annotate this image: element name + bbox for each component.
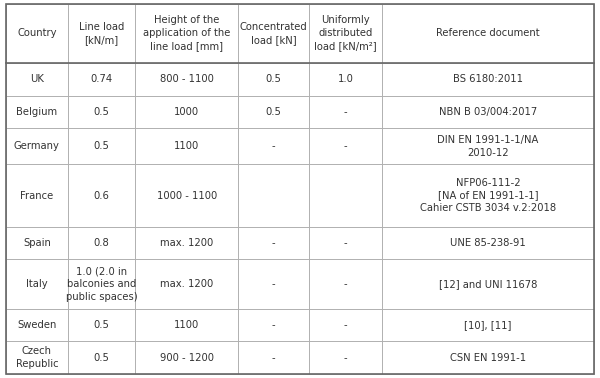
Bar: [136, 96, 238, 129]
Bar: [382, 227, 594, 259]
Text: Germany: Germany: [14, 141, 60, 151]
Bar: [68, 227, 136, 259]
Text: 1100: 1100: [174, 141, 199, 151]
Bar: [136, 4, 238, 63]
Bar: [382, 164, 594, 227]
Bar: [382, 4, 594, 63]
Text: Line load
[kN/m]: Line load [kN/m]: [79, 22, 124, 45]
Text: max. 1200: max. 1200: [160, 238, 214, 248]
Text: NFP06-111-2
[NA of EN 1991-1-1]
Cahier CSTB 3034 v.2:2018: NFP06-111-2 [NA of EN 1991-1-1] Cahier C…: [420, 178, 556, 213]
Text: 1.0 (2.0 in
balconies and
public spaces): 1.0 (2.0 in balconies and public spaces): [66, 266, 137, 302]
Text: 1000 - 1100: 1000 - 1100: [157, 191, 217, 201]
Text: 0.6: 0.6: [94, 191, 109, 201]
Text: -: -: [272, 238, 275, 248]
Text: Concentrated
load [kN]: Concentrated load [kN]: [239, 22, 307, 45]
Bar: [136, 164, 238, 227]
Bar: [238, 129, 309, 164]
Text: BS 6180:2011: BS 6180:2011: [453, 74, 523, 84]
Bar: [309, 309, 382, 341]
Text: UNE 85-238-91: UNE 85-238-91: [450, 238, 526, 248]
Text: 0.5: 0.5: [266, 74, 281, 84]
Bar: [6, 129, 68, 164]
Text: -: -: [344, 141, 347, 151]
Bar: [238, 227, 309, 259]
Bar: [68, 96, 136, 129]
Bar: [136, 63, 238, 96]
Bar: [382, 63, 594, 96]
Text: Italy: Italy: [26, 279, 47, 289]
Bar: [382, 129, 594, 164]
Bar: [238, 63, 309, 96]
Bar: [382, 341, 594, 374]
Bar: [309, 227, 382, 259]
Bar: [68, 63, 136, 96]
Text: 0.5: 0.5: [94, 107, 109, 117]
Text: France: France: [20, 191, 53, 201]
Bar: [136, 259, 238, 309]
Text: NBN B 03/004:2017: NBN B 03/004:2017: [439, 107, 537, 117]
Bar: [382, 96, 594, 129]
Bar: [309, 96, 382, 129]
Text: 900 - 1200: 900 - 1200: [160, 353, 214, 363]
Text: Belgium: Belgium: [16, 107, 58, 117]
Bar: [68, 164, 136, 227]
Text: 0.74: 0.74: [91, 74, 113, 84]
Text: UK: UK: [30, 74, 44, 84]
Text: Uniformly
distributed
load [kN/m²]: Uniformly distributed load [kN/m²]: [314, 15, 377, 51]
Text: max. 1200: max. 1200: [160, 279, 214, 289]
Bar: [6, 4, 68, 63]
Bar: [382, 309, 594, 341]
Bar: [238, 96, 309, 129]
Text: Country: Country: [17, 28, 56, 38]
Bar: [238, 164, 309, 227]
Bar: [136, 341, 238, 374]
Text: -: -: [344, 353, 347, 363]
Bar: [309, 341, 382, 374]
Bar: [6, 341, 68, 374]
Bar: [68, 4, 136, 63]
Bar: [6, 309, 68, 341]
Bar: [6, 63, 68, 96]
Text: 0.8: 0.8: [94, 238, 109, 248]
Text: Spain: Spain: [23, 238, 51, 248]
Text: CSN EN 1991-1: CSN EN 1991-1: [450, 353, 526, 363]
Bar: [68, 309, 136, 341]
Text: Height of the
application of the
line load [mm]: Height of the application of the line lo…: [143, 15, 230, 51]
Text: 1.0: 1.0: [338, 74, 353, 84]
Text: [12] and UNI 11678: [12] and UNI 11678: [439, 279, 538, 289]
Bar: [136, 227, 238, 259]
Text: Czech
Republic: Czech Republic: [16, 346, 58, 369]
Bar: [6, 96, 68, 129]
Text: 0.5: 0.5: [94, 320, 109, 330]
Bar: [6, 164, 68, 227]
Text: Sweden: Sweden: [17, 320, 56, 330]
Text: -: -: [272, 353, 275, 363]
Bar: [136, 129, 238, 164]
Text: -: -: [344, 320, 347, 330]
Text: [10], [11]: [10], [11]: [464, 320, 512, 330]
Text: -: -: [272, 141, 275, 151]
Text: -: -: [272, 320, 275, 330]
Bar: [309, 4, 382, 63]
Text: DIN EN 1991-1-1/NA
2010-12: DIN EN 1991-1-1/NA 2010-12: [437, 135, 539, 158]
Bar: [68, 259, 136, 309]
Bar: [309, 164, 382, 227]
Text: Reference document: Reference document: [436, 28, 540, 38]
Text: -: -: [272, 279, 275, 289]
Text: 0.5: 0.5: [94, 353, 109, 363]
Bar: [238, 259, 309, 309]
Bar: [238, 341, 309, 374]
Text: -: -: [344, 279, 347, 289]
Text: 1000: 1000: [174, 107, 199, 117]
Text: -: -: [344, 238, 347, 248]
Text: 800 - 1100: 800 - 1100: [160, 74, 214, 84]
Text: 0.5: 0.5: [266, 107, 281, 117]
Bar: [309, 129, 382, 164]
Bar: [238, 309, 309, 341]
Bar: [68, 341, 136, 374]
Text: 0.5: 0.5: [94, 141, 109, 151]
Bar: [6, 259, 68, 309]
Bar: [238, 4, 309, 63]
Bar: [68, 129, 136, 164]
Bar: [382, 259, 594, 309]
